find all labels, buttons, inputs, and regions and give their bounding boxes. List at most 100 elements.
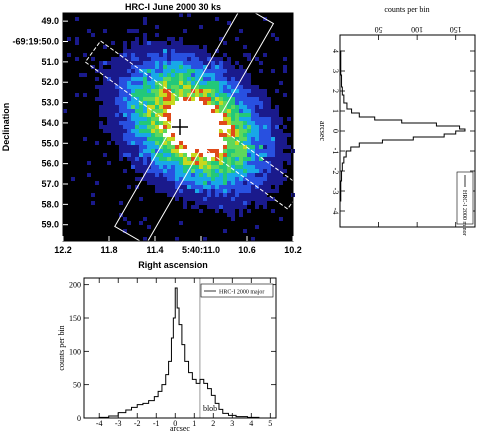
heatmap-pixel [199,65,203,69]
heatmap-pixel [239,169,243,173]
heatmap-pixel [175,45,179,49]
heatmap-pixel [187,101,191,105]
heatmap-pixel [227,205,231,209]
heatmap-pixel [251,173,255,177]
heatmap-pixel [163,101,167,105]
heatmap-pixel [267,157,271,161]
heatmap-pixel [255,193,259,197]
heatmap-pixel [151,57,155,61]
heatmap-pixel [151,61,155,65]
heatmap-pixel [147,77,151,81]
heatmap-pixel [183,145,187,149]
heatmap-pixel [235,145,239,149]
heatmap-pixel [219,137,223,141]
heatmap-pixel [159,41,163,45]
heatmap-pixel [131,137,135,141]
image-y-tick-label: 58.0 [41,199,59,209]
heatmap-pixel [75,93,79,97]
heatmap-pixel [203,169,207,173]
heatmap-pixel [227,189,231,193]
heatmap-pixel [235,129,239,133]
major-y-tick-label: 150 [69,314,81,323]
heatmap-pixel [143,141,147,145]
heatmap-pixel [219,181,223,185]
heatmap-pixel [139,117,143,121]
heatmap-pixel [283,69,287,73]
heatmap-pixel [263,161,267,165]
image-y-tick-label: 56.0 [41,159,59,169]
heatmap-pixel [159,133,163,137]
heatmap-pixel [227,105,231,109]
minor-axis-label: arcsec [318,121,327,141]
heatmap-pixel [183,129,187,133]
heatmap-pixel [283,153,287,157]
heatmap-pixel [159,113,163,117]
heatmap-pixel [271,209,275,213]
heatmap-pixel [211,145,215,149]
heatmap-pixel [147,129,151,133]
heatmap-pixel [255,101,259,105]
heatmap-pixel [171,57,175,61]
heatmap-pixel [115,121,119,125]
heatmap-pixel [267,129,271,133]
heatmap-pixel [207,165,211,169]
heatmap-pixel [271,141,275,145]
heatmap-pixel [179,105,183,109]
heatmap-pixel [271,69,275,73]
heatmap-pixel [147,177,151,181]
heatmap-pixel [259,113,263,117]
heatmap-pixel [243,161,247,165]
heatmap-pixel [263,125,267,129]
heatmap-pixel [203,153,207,157]
heatmap-pixel [123,169,127,173]
heatmap-pixel [259,141,263,145]
heatmap-pixel [279,177,283,181]
heatmap-pixel [255,97,259,101]
heatmap-pixel [123,145,127,149]
heatmap-pixel [107,73,111,77]
heatmap-pixel [163,89,167,93]
image-y-label: Declination [1,103,11,152]
heatmap-pixel [163,45,167,49]
heatmap-pixel [151,181,155,185]
heatmap-pixel [275,161,279,165]
heatmap-pixel [203,85,207,89]
heatmap-pixel [175,61,179,65]
heatmap-pixel [119,145,123,149]
heatmap-pixel [167,117,171,121]
heatmap-pixel [175,173,179,177]
heatmap-pixel [219,61,223,65]
heatmap-pixel [223,197,227,201]
heatmap-pixel [199,101,203,105]
heatmap-pixel [175,69,179,73]
heatmap-pixel [147,153,151,157]
heatmap-pixel [127,133,131,137]
heatmap-pixel [171,145,175,149]
heatmap-pixel [215,121,219,125]
heatmap-pixel [131,93,135,97]
heatmap-pixel [151,101,155,105]
heatmap-pixel [239,125,243,129]
heatmap-pixel [119,109,123,113]
heatmap-pixel [155,181,159,185]
heatmap-pixel [239,105,243,109]
heatmap-pixel [175,109,179,113]
heatmap-pixel [231,185,235,189]
heatmap-pixel [83,137,87,141]
heatmap-pixel [231,113,235,117]
heatmap-pixel [215,145,219,149]
heatmap-pixel [195,165,199,169]
heatmap-pixel [171,121,175,125]
heatmap-pixel [223,177,227,181]
heatmap-pixel [179,69,183,73]
heatmap-pixel [199,145,203,149]
heatmap-pixel [179,57,183,61]
heatmap-pixel [179,165,183,169]
heatmap-pixel [247,169,251,173]
heatmap-pixel [171,45,175,49]
heatmap-pixel [127,29,131,33]
heatmap-pixel [275,117,279,121]
heatmap-pixel [127,97,131,101]
heatmap-pixel [243,89,247,93]
